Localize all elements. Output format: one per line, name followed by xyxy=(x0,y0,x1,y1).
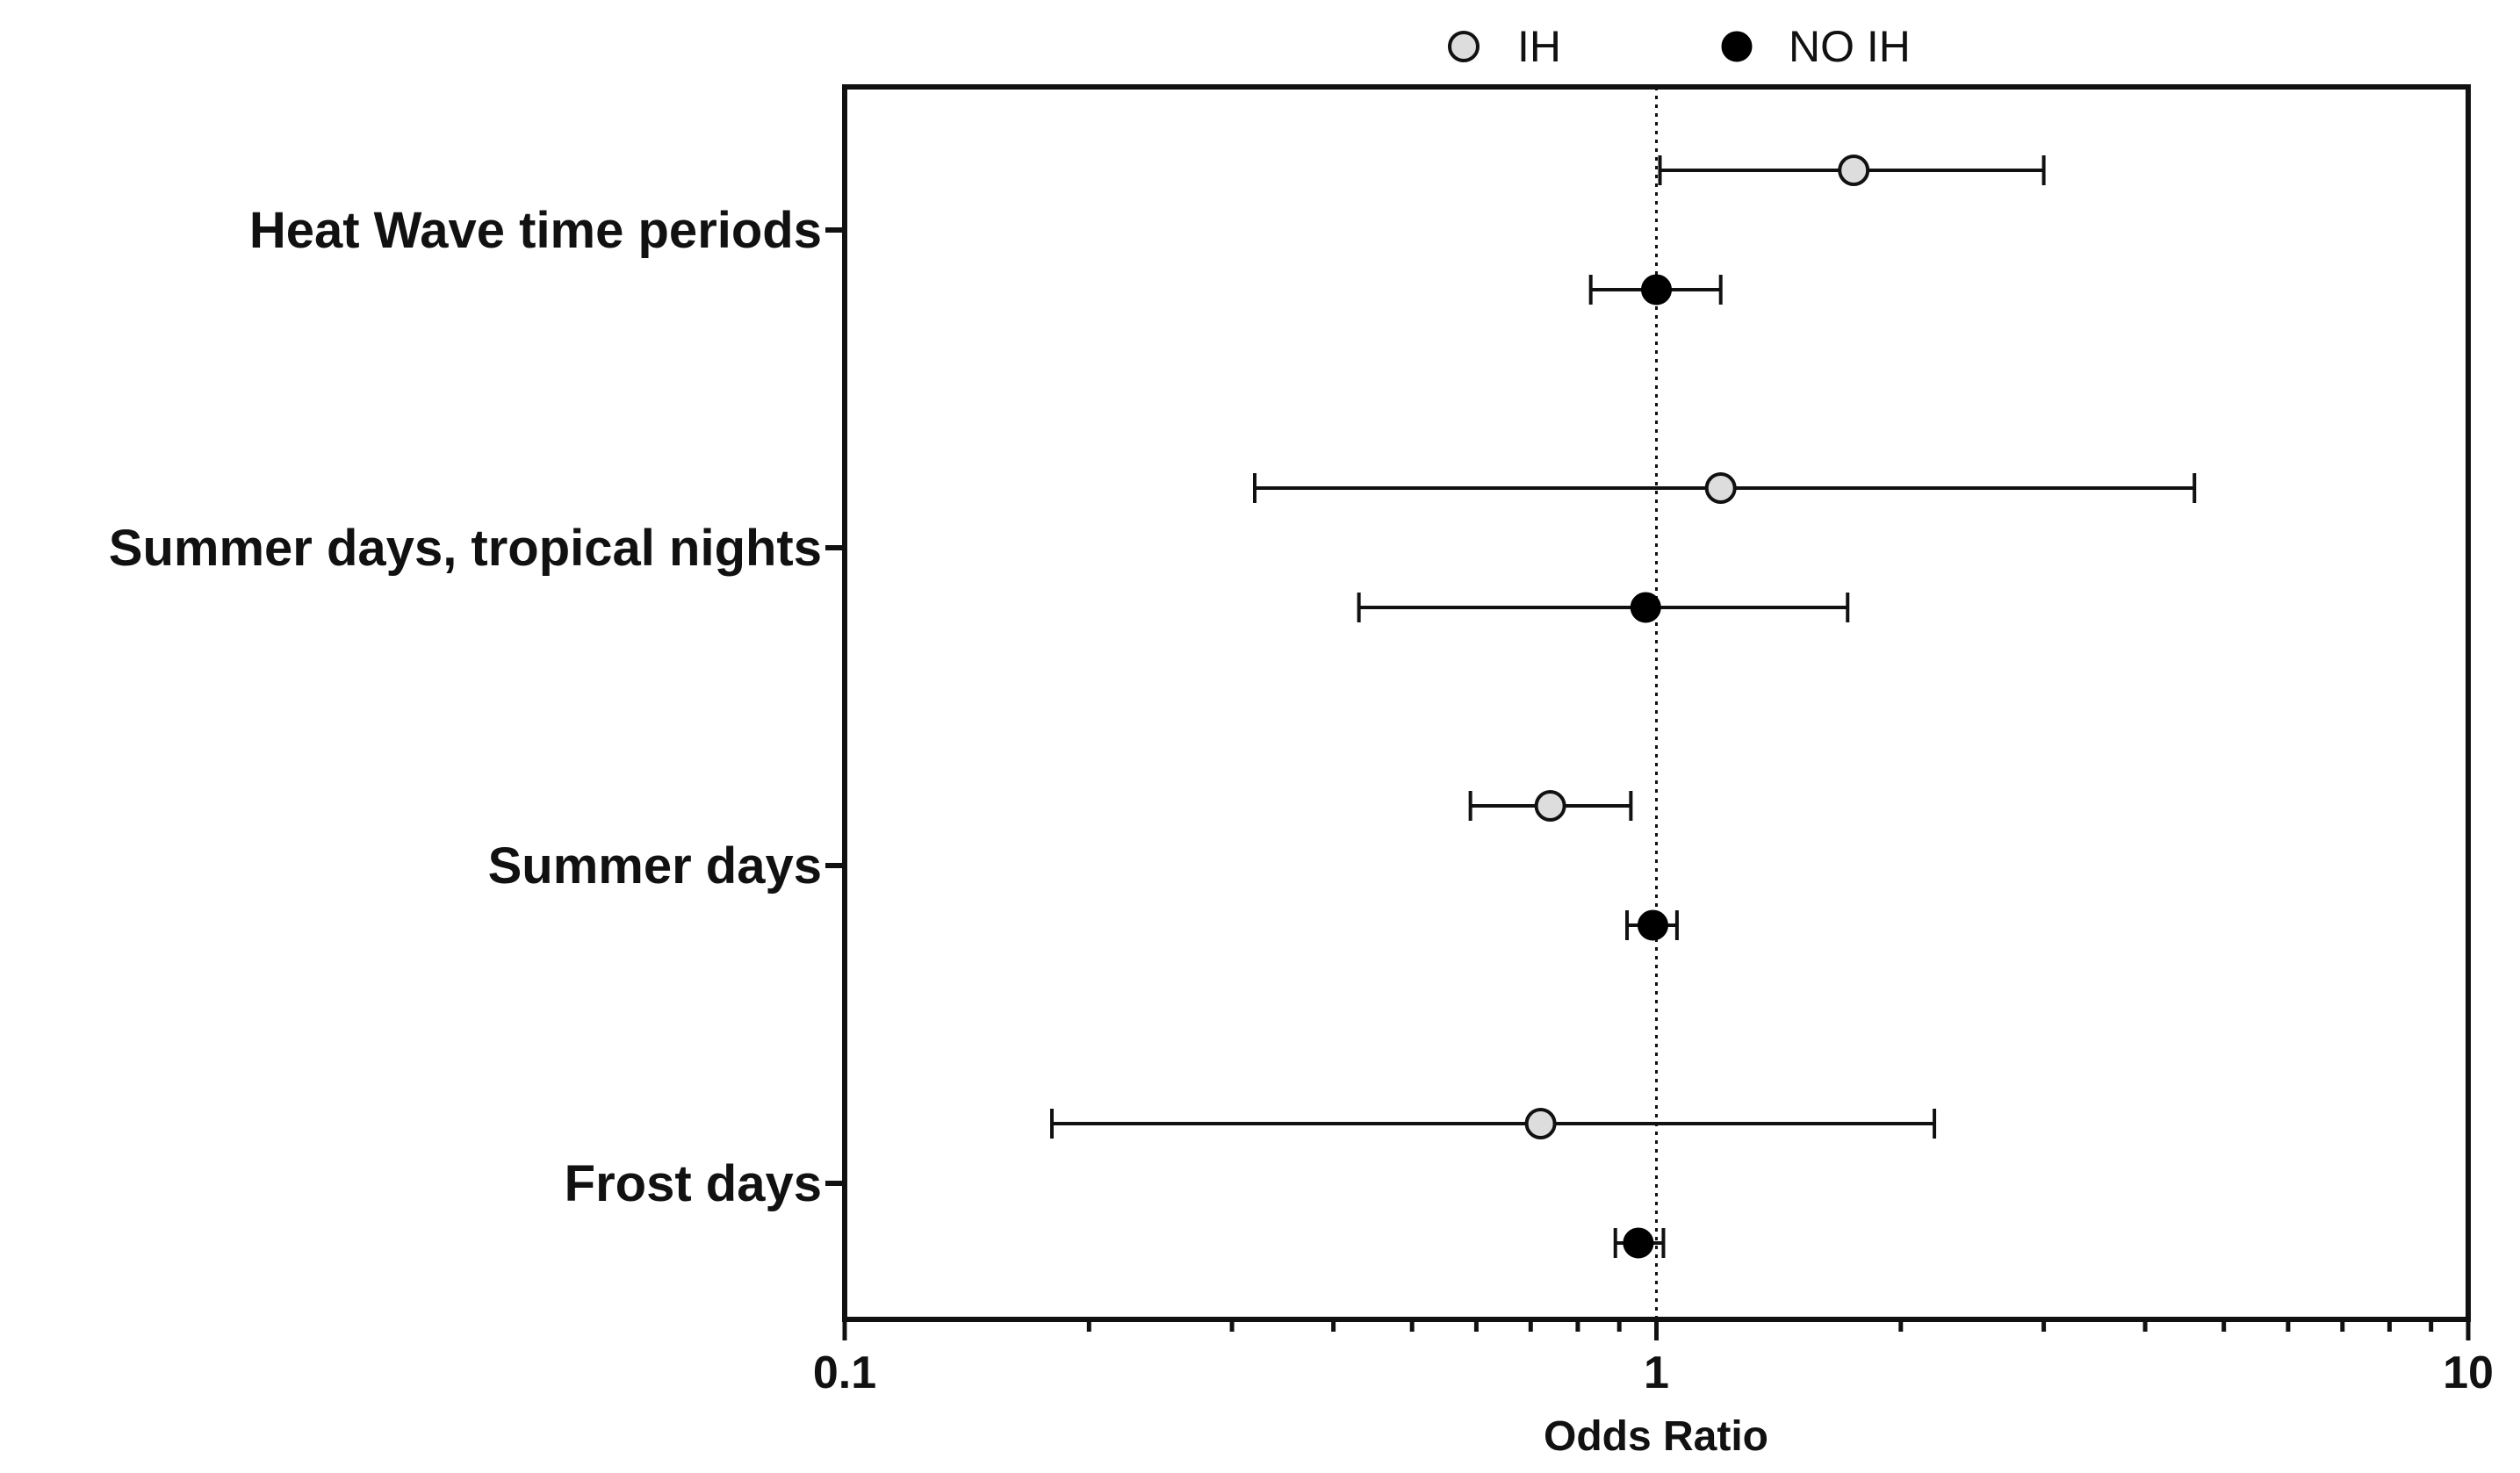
category-axis: Heat Wave time periods Summer days, tropi… xyxy=(109,202,845,1212)
no-ih-point xyxy=(1630,592,1661,623)
ih-point xyxy=(1838,154,1870,186)
legend-ih-label: IH xyxy=(1517,22,1561,71)
ih-point xyxy=(1534,790,1566,822)
legend-ih-marker xyxy=(1448,31,1480,62)
category-label: Frost days xyxy=(565,1155,822,1212)
data-marks xyxy=(1049,154,2197,1259)
ih-point xyxy=(1524,1108,1557,1139)
legend-no-ih-marker xyxy=(1721,31,1753,62)
legend-no-ih-label: NO IH xyxy=(1789,22,1911,71)
x-axis-title: Odds Ratio xyxy=(1544,1413,1768,1460)
x-tick-label: 1 xyxy=(1644,1347,1669,1398)
no-ih-point xyxy=(1623,1227,1654,1259)
no-ih-point xyxy=(1637,909,1668,941)
x-tick-label: 0.1 xyxy=(813,1347,876,1398)
x-axis: 0.1 1 10 xyxy=(813,1319,2494,1398)
category-label: Summer days, tropical nights xyxy=(109,520,822,577)
x-tick-label: 10 xyxy=(2443,1347,2494,1398)
legend: IH NO IH xyxy=(1448,22,1911,71)
ih-point xyxy=(1704,472,1737,504)
category-label: Heat Wave time periods xyxy=(249,202,822,259)
no-ih-point xyxy=(1641,274,1672,305)
category-label: Summer days xyxy=(488,837,822,895)
